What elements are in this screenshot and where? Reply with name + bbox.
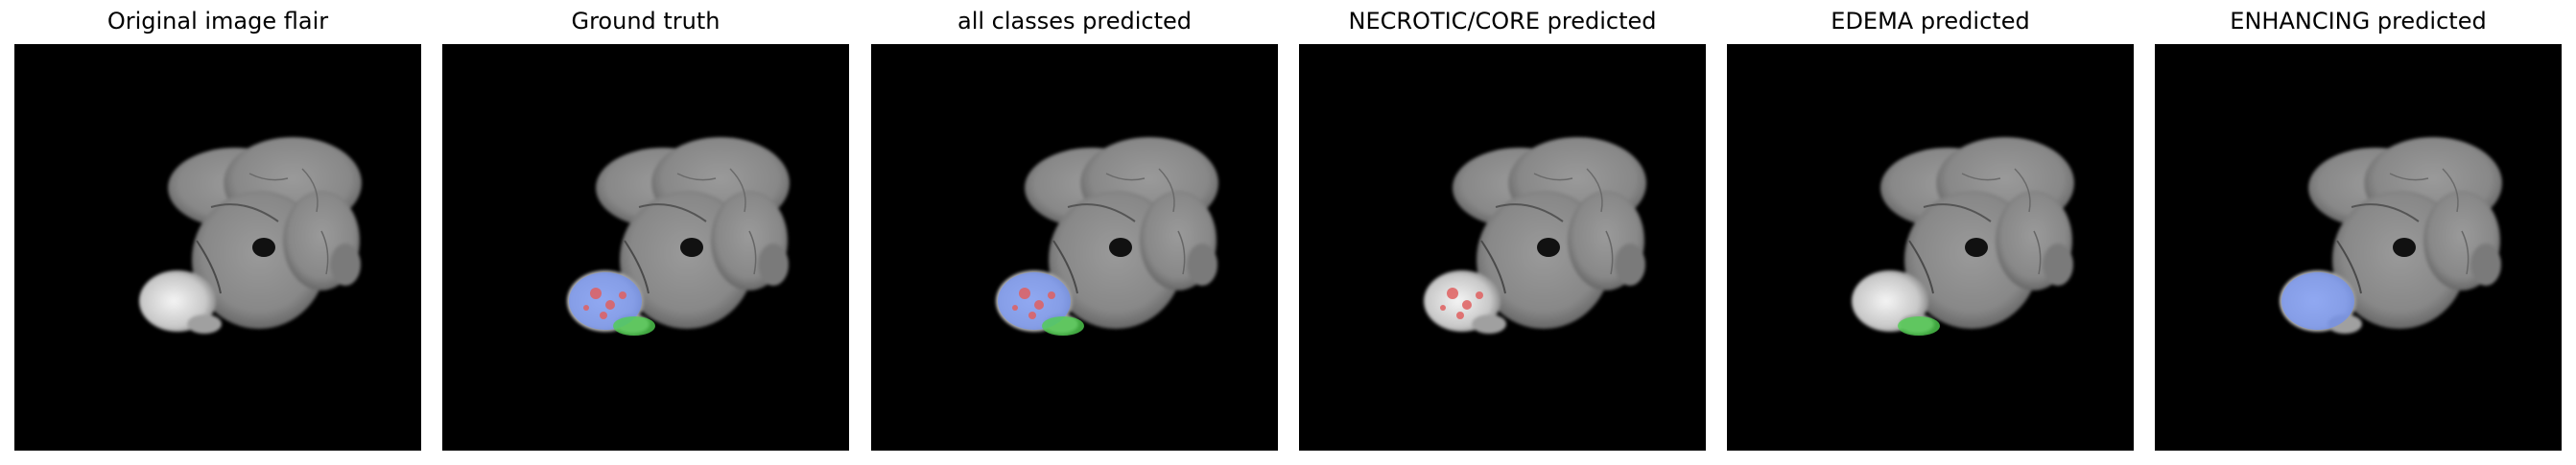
mri-image [2155, 44, 2562, 451]
panel-original-flair: Original image flair [14, 0, 421, 465]
panel-title: ENHANCING predicted [2230, 8, 2487, 35]
panel-ground-truth: Ground truth [442, 0, 849, 465]
mri-image [14, 44, 421, 451]
brain-scan [2155, 44, 2562, 451]
brain-scan [871, 44, 1278, 451]
panel-all-classes: all classes predicted [871, 0, 1278, 465]
mri-image [1727, 44, 2134, 451]
brain-scan [1727, 44, 2134, 451]
mri-image [442, 44, 849, 451]
brain-scan [14, 44, 421, 451]
panel-title: Original image flair [106, 8, 329, 35]
brain-scan [442, 44, 849, 451]
mri-image [1299, 44, 1706, 451]
brain-scan [1299, 44, 1706, 451]
panel-enhancing: ENHANCING predicted [2155, 0, 2562, 465]
panel-title: NECROTIC/CORE predicted [1348, 8, 1657, 35]
panel-necrotic-core: NECROTIC/CORE predicted [1299, 0, 1706, 465]
panel-title: all classes predicted [957, 8, 1192, 35]
panel-title: Ground truth [571, 8, 721, 35]
panel-edema: EDEMA predicted [1727, 0, 2134, 465]
panel-title: EDEMA predicted [1831, 8, 2030, 35]
mri-image [871, 44, 1278, 451]
